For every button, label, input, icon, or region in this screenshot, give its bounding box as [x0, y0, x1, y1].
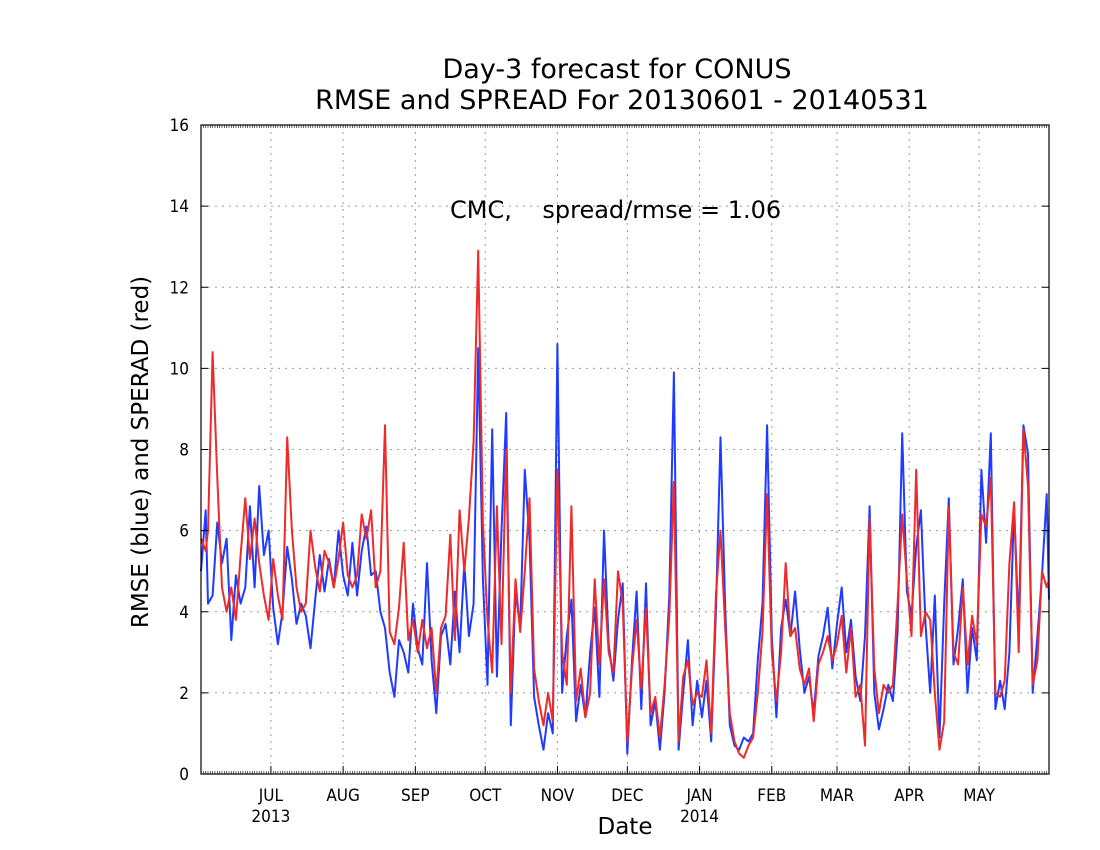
spread-rmse-annotation: CMC, spread/rmse = 1.06 [450, 196, 781, 224]
x-axis-label: Date [598, 814, 653, 840]
spread-series-line [200, 249, 1050, 759]
y-tick-label: 0 [179, 765, 189, 785]
y-tick-label: 12 [170, 278, 189, 298]
y-tick-label: 14 [170, 197, 189, 217]
x-tick-label: FEB [757, 786, 786, 806]
x-tick-label: OCT [469, 786, 502, 806]
y-tick-label: 16 [170, 116, 189, 136]
x-tick-label: MAY [963, 786, 995, 806]
x-year-label: 2013 [251, 807, 290, 827]
y-tick-label: 8 [179, 441, 189, 461]
y-tick-label: 4 [179, 603, 189, 623]
x-tick-label: SEP [401, 786, 430, 806]
x-tick-label: NOV [541, 786, 575, 806]
chart-title: Day-3 forecast for CONUS [442, 54, 791, 85]
y-tick-label: 2 [179, 684, 189, 704]
y-tick-label: 6 [179, 522, 189, 542]
series-layer [200, 249, 1050, 759]
x-year-label: 2014 [680, 807, 719, 827]
x-tick-label: JAN [685, 786, 712, 806]
x-tick-label: DEC [611, 786, 643, 806]
y-tick-label: 10 [170, 359, 189, 379]
x-tick-label: APR [894, 786, 925, 806]
x-tick-label: JUL [258, 786, 284, 806]
x-tick-label: AUG [326, 786, 360, 806]
y-axis-label: RMSE (blue) and SPERAD (red) [128, 276, 154, 628]
x-tick-label: MAR [820, 786, 855, 806]
y-axis: 0 2 4 6 8 10 12 14 16 [170, 116, 1049, 785]
chart-subtitle: RMSE and SPREAD For 20130601 - 20140531 [315, 85, 929, 116]
